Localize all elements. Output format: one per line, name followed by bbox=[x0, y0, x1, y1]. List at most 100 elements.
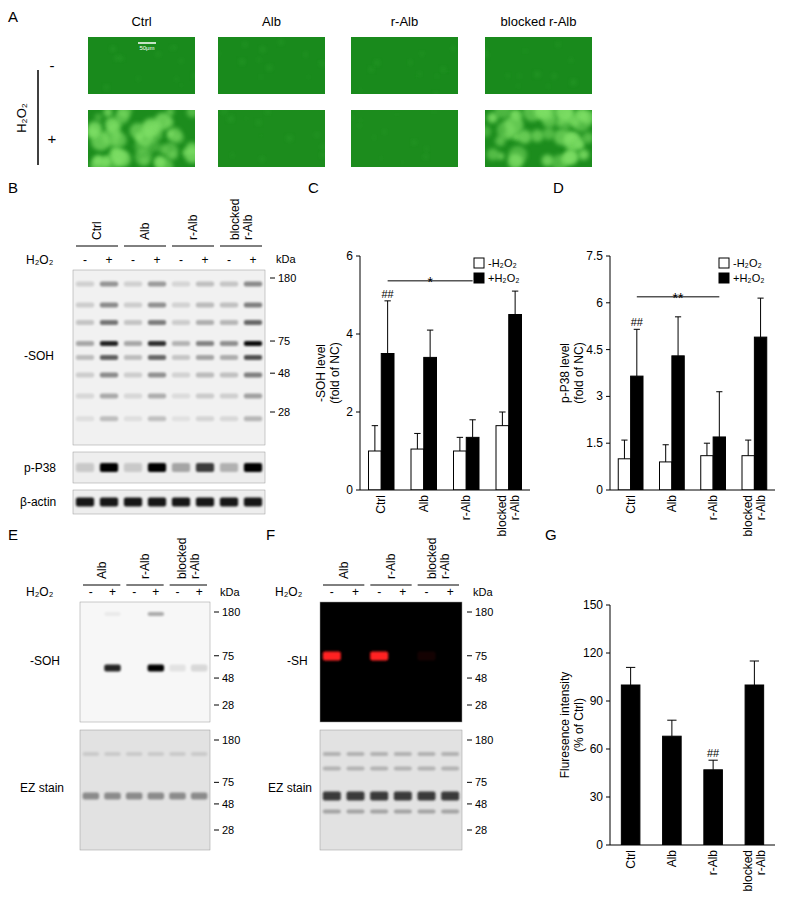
cell-signal bbox=[115, 122, 122, 129]
error-stem bbox=[630, 667, 631, 685]
treatment-label: H₂O₂ bbox=[26, 253, 54, 267]
error-bar bbox=[414, 433, 420, 449]
cell-signal bbox=[504, 115, 523, 134]
error-cap bbox=[667, 720, 676, 721]
y-tick bbox=[356, 490, 360, 491]
cell-signal bbox=[231, 154, 234, 157]
band bbox=[220, 282, 238, 287]
y-tick bbox=[606, 653, 610, 654]
unit-label: kDa bbox=[220, 586, 240, 598]
y-axis-label-line: Fluresence intensity bbox=[558, 672, 572, 779]
marker-tick bbox=[214, 678, 219, 679]
cell-signal bbox=[88, 121, 102, 136]
micrograph bbox=[485, 110, 592, 167]
panel-letter: F bbox=[266, 526, 275, 543]
band bbox=[104, 752, 120, 756]
cell-signal bbox=[506, 74, 510, 78]
x-tick-label-group: blockedr-Alb bbox=[495, 495, 522, 537]
cell-signal bbox=[534, 72, 540, 78]
x-tick-label: r-Alb bbox=[706, 495, 720, 521]
cell-signal bbox=[186, 110, 195, 118]
band bbox=[441, 752, 459, 756]
x-tick-label-group: r-Alb bbox=[459, 495, 473, 521]
error-cap bbox=[414, 433, 420, 434]
error-cap bbox=[384, 300, 390, 301]
y-axis bbox=[610, 256, 611, 490]
cell-signal bbox=[412, 140, 417, 145]
lane-sign: + bbox=[352, 585, 359, 599]
band bbox=[418, 810, 436, 814]
lane-sign: - bbox=[131, 253, 135, 267]
band bbox=[126, 752, 142, 756]
y-tick-label: 150 bbox=[583, 598, 603, 612]
band bbox=[172, 341, 190, 346]
cell-signal bbox=[402, 161, 404, 163]
marker-tick bbox=[214, 705, 219, 706]
column-label: blocked r-Alb bbox=[501, 14, 577, 29]
error-bar bbox=[372, 426, 378, 451]
band bbox=[100, 303, 118, 308]
cell-signal bbox=[487, 112, 498, 123]
lane-sign: + bbox=[109, 585, 116, 599]
cell-signal bbox=[508, 154, 523, 167]
x-tick-label-line: r-Alb bbox=[706, 850, 720, 876]
error-stem bbox=[713, 760, 714, 770]
row-label: -SOH bbox=[30, 654, 60, 668]
marker-label: 180 bbox=[222, 606, 240, 618]
band bbox=[323, 652, 341, 661]
x-tick-label-group: r-Alb bbox=[706, 495, 720, 521]
band bbox=[100, 394, 118, 399]
band bbox=[323, 752, 341, 756]
column-label: Alb bbox=[262, 14, 281, 29]
blot-frame bbox=[73, 490, 265, 514]
cell-signal bbox=[110, 46, 115, 51]
y-tick-label: 90 bbox=[590, 694, 604, 708]
cell-signal bbox=[256, 120, 261, 125]
error-cap bbox=[663, 444, 669, 445]
treatment-sign: + bbox=[48, 130, 57, 147]
cell-signal bbox=[154, 157, 166, 167]
bar bbox=[466, 437, 479, 490]
x-tick-label-group: Alb bbox=[665, 850, 679, 868]
y-tick-label: 0 bbox=[596, 838, 603, 852]
y-label-group: -SOH level(fold of NC) bbox=[314, 342, 342, 403]
micrograph bbox=[485, 37, 592, 94]
band bbox=[172, 394, 190, 399]
cell-signal bbox=[369, 67, 374, 72]
y-tick bbox=[606, 845, 610, 846]
blot bbox=[80, 602, 210, 722]
band bbox=[76, 355, 94, 360]
micrograph bbox=[351, 110, 458, 167]
band bbox=[347, 810, 365, 814]
cell-signal bbox=[103, 110, 113, 117]
bar bbox=[496, 426, 509, 490]
band bbox=[172, 373, 190, 378]
lane-sign: + bbox=[153, 253, 160, 267]
cell-signal bbox=[259, 75, 262, 78]
y-tick bbox=[606, 605, 610, 606]
column-label: Ctrl bbox=[131, 14, 151, 29]
group-label: blockedr-Alb bbox=[228, 199, 255, 240]
y-tick-label: 30 bbox=[590, 790, 604, 804]
error-cap bbox=[675, 316, 681, 317]
marker-tick bbox=[214, 830, 219, 831]
bar bbox=[631, 376, 643, 490]
y-label-group: Fluresence intensity(% of Ctrl) bbox=[558, 672, 586, 779]
marker-label: 48 bbox=[475, 798, 487, 810]
cell-signal bbox=[582, 132, 592, 143]
cell-signal bbox=[396, 113, 398, 115]
x-tick-label: r-Alb bbox=[706, 850, 720, 876]
y-label-group: p-P38 level(fold of NC) bbox=[558, 342, 586, 403]
row-label: -SOH bbox=[24, 349, 54, 363]
blot-membrane bbox=[320, 730, 462, 850]
cell-signal bbox=[485, 53, 488, 58]
cell-signal bbox=[137, 77, 140, 80]
lane-sign: - bbox=[377, 585, 381, 599]
error-cap bbox=[621, 440, 627, 441]
band bbox=[124, 498, 142, 507]
band bbox=[220, 498, 238, 507]
band bbox=[148, 320, 166, 325]
marker-label: 48 bbox=[222, 672, 234, 684]
group-label-line: r-Alb bbox=[188, 553, 202, 579]
cell-signal bbox=[90, 157, 107, 167]
